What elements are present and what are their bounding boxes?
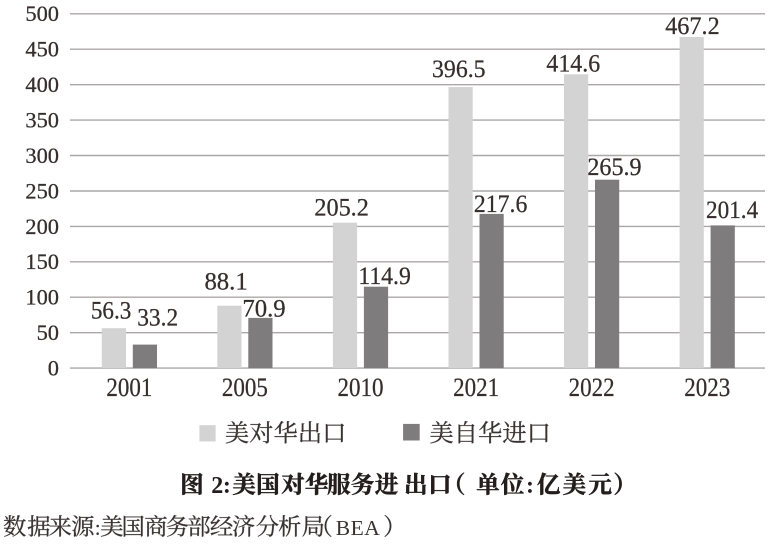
svg-text:250: 250 (25, 178, 59, 203)
svg-text:100: 100 (25, 285, 59, 310)
svg-text:150: 150 (25, 249, 59, 274)
svg-text:70.9: 70.9 (242, 295, 285, 323)
svg-text:265.9: 265.9 (587, 153, 641, 181)
svg-text:BEA: BEA (336, 516, 381, 540)
svg-text:217.6: 217.6 (474, 190, 528, 218)
svg-text:400: 400 (25, 72, 59, 97)
svg-text:205.2: 205.2 (314, 193, 369, 221)
svg-text:396.5: 396.5 (432, 55, 486, 83)
svg-text:200: 200 (25, 214, 59, 239)
svg-text:2023: 2023 (684, 372, 730, 402)
svg-text:414.6: 414.6 (546, 50, 600, 78)
svg-text:2022: 2022 (569, 372, 615, 402)
svg-text:2: 2 (211, 473, 223, 499)
svg-text:201.4: 201.4 (706, 196, 759, 224)
svg-text:50: 50 (37, 320, 59, 345)
svg-text:0: 0 (48, 356, 59, 381)
svg-text:450: 450 (25, 37, 59, 62)
svg-text:350: 350 (25, 108, 59, 133)
svg-text:56.3: 56.3 (91, 296, 132, 324)
svg-text:114.9: 114.9 (358, 262, 411, 290)
svg-text:88.1: 88.1 (204, 267, 247, 295)
svg-text:300: 300 (25, 143, 59, 168)
svg-text:467.2: 467.2 (665, 12, 720, 40)
svg-text:2010: 2010 (338, 372, 384, 402)
svg-text:2005: 2005 (222, 372, 268, 402)
svg-text::: : (95, 515, 101, 540)
svg-text::: : (526, 473, 534, 499)
svg-text:2001: 2001 (106, 372, 152, 402)
svg-text:33.2: 33.2 (137, 304, 178, 332)
svg-text:500: 500 (25, 1, 59, 26)
svg-text::: : (223, 473, 231, 499)
svg-text:2021: 2021 (453, 372, 499, 402)
